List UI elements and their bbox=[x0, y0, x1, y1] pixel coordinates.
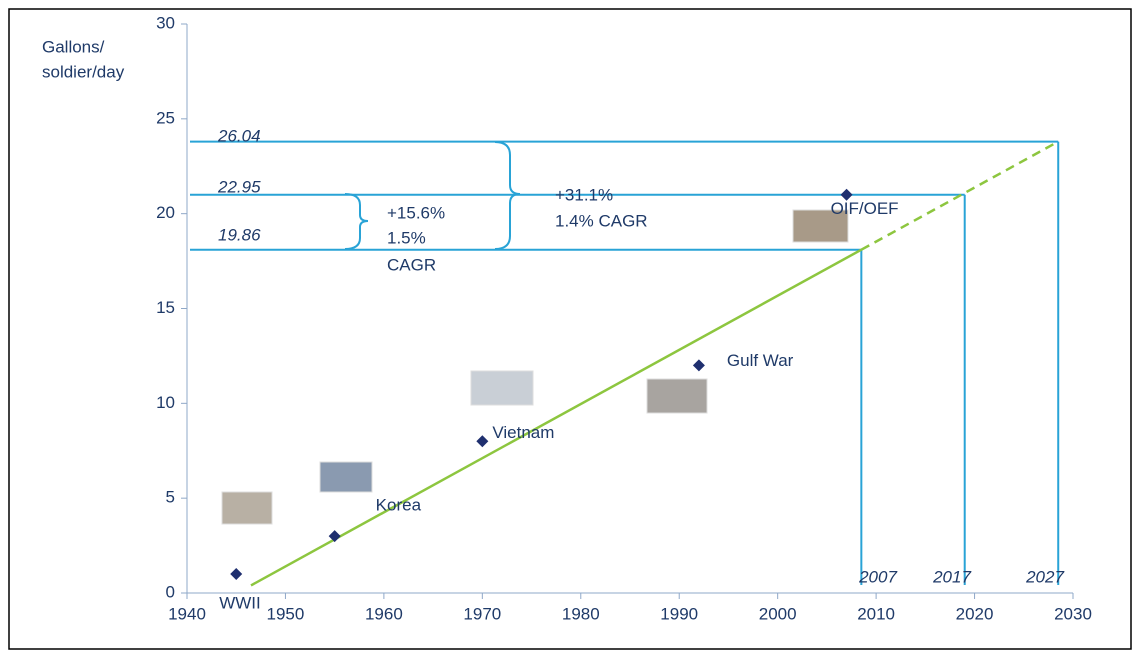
y-tick-label: 15 bbox=[156, 298, 175, 317]
x-tick-label: 1950 bbox=[267, 604, 305, 623]
y-tick-label: 20 bbox=[156, 203, 175, 222]
x-tick-label: 2000 bbox=[759, 604, 797, 623]
reference-label: 26.04 bbox=[217, 126, 261, 145]
x-tick-label: 1940 bbox=[168, 604, 206, 623]
point bbox=[476, 435, 489, 448]
point bbox=[230, 568, 243, 581]
year-label: 2027 bbox=[1025, 567, 1064, 586]
y-tick-label: 5 bbox=[166, 488, 175, 507]
y-tick-label: 25 bbox=[156, 108, 175, 127]
y-tick-label: 0 bbox=[166, 582, 175, 601]
point bbox=[328, 530, 341, 543]
x-tick-label: 1990 bbox=[660, 604, 698, 623]
x-tick-label: 2010 bbox=[857, 604, 895, 623]
y-axis-label: soldier/day bbox=[42, 62, 125, 81]
x-tick-label: 1970 bbox=[463, 604, 501, 623]
reference-label: 22.95 bbox=[217, 177, 261, 196]
reference-label: 19.86 bbox=[218, 225, 261, 244]
photo bbox=[646, 378, 708, 414]
x-tick-label: 2020 bbox=[956, 604, 994, 623]
point-label: Vietnam bbox=[492, 423, 554, 442]
y-tick-label: 30 bbox=[156, 13, 175, 32]
y-axis-label: Gallons/ bbox=[42, 37, 105, 56]
frame bbox=[8, 8, 1132, 650]
projection-line bbox=[860, 140, 1059, 251]
point bbox=[840, 188, 853, 201]
photo bbox=[470, 370, 534, 406]
point-label: Gulf War bbox=[727, 351, 794, 370]
x-tick-label: 1960 bbox=[365, 604, 403, 623]
x-tick-label: 2030 bbox=[1054, 604, 1092, 623]
photo bbox=[221, 491, 273, 525]
photos bbox=[221, 209, 849, 525]
point-label: Korea bbox=[376, 496, 422, 515]
year-label: 2017 bbox=[932, 567, 971, 586]
annotation: 1.5% bbox=[387, 228, 426, 247]
x-tick-label: 1980 bbox=[562, 604, 600, 623]
annotation: +31.1% bbox=[555, 185, 613, 204]
point bbox=[692, 359, 705, 372]
annotation: 1.4% CAGR bbox=[555, 211, 648, 230]
photo bbox=[319, 461, 373, 493]
trend-line bbox=[250, 248, 862, 587]
year-label: 2007 bbox=[858, 567, 897, 586]
brace bbox=[344, 193, 369, 250]
point-label: WWII bbox=[219, 594, 261, 613]
photo bbox=[792, 209, 849, 243]
point-label: OIF/OEF bbox=[831, 199, 899, 218]
annotation: +15.6% bbox=[387, 203, 445, 222]
annotation: CAGR bbox=[387, 255, 436, 274]
y-tick-label: 10 bbox=[156, 393, 175, 412]
